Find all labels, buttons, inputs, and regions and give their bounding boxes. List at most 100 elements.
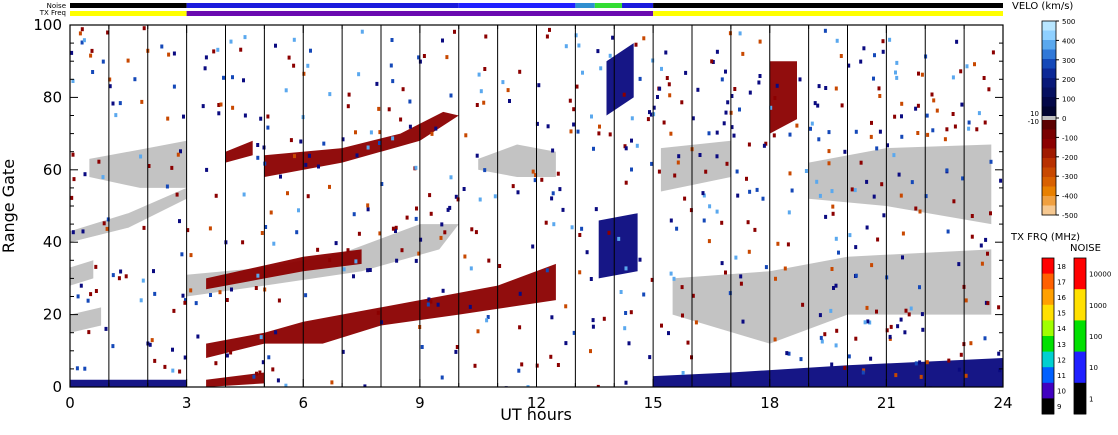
scatter-echo-cell xyxy=(378,130,382,135)
scatter-echo-cell xyxy=(945,127,949,132)
velo-tick-label: 400 xyxy=(1062,37,1075,45)
scatter-echo-cell xyxy=(943,137,947,142)
scatter-echo-cell xyxy=(577,43,581,48)
velo-color-swatch xyxy=(1042,30,1056,41)
velo-color-swatch xyxy=(1042,186,1056,197)
scatter-echo-cell xyxy=(189,253,193,258)
scatter-echo-cell xyxy=(436,302,440,307)
scatter-echo-cell xyxy=(979,243,983,248)
scatter-echo-cell xyxy=(983,120,987,125)
scatter-echo-cell xyxy=(656,95,659,99)
scatter-echo-cell xyxy=(955,39,959,44)
scatter-echo-cell xyxy=(176,152,180,157)
scatter-echo-cell xyxy=(594,207,598,212)
scatter-echo-cell xyxy=(691,116,695,121)
scatter-echo-cell xyxy=(561,207,565,212)
scatter-echo-cell xyxy=(596,384,600,387)
scatter-echo-cell xyxy=(76,294,80,299)
scatter-echo-cell xyxy=(231,75,234,80)
scatter-echo-cell xyxy=(454,194,458,199)
scatter-echo-cell xyxy=(186,228,190,233)
scatter-echo-cell xyxy=(498,264,502,268)
scatter-echo-cell xyxy=(483,67,487,71)
scatter-echo-cell xyxy=(824,86,828,90)
scatter-echo-cell xyxy=(757,80,761,85)
scatter-echo-cell xyxy=(873,53,876,58)
scatter-echo-cell xyxy=(847,63,851,68)
scatter-echo-cell xyxy=(967,120,971,125)
scatter-echo-cell xyxy=(997,305,1001,310)
scatter-echo-cell xyxy=(82,38,86,43)
scatter-echo-cell xyxy=(787,210,791,215)
noise-colorbar-frame xyxy=(1073,257,1087,415)
scatter-echo-cell xyxy=(585,250,589,255)
scatter-echo-cell xyxy=(900,114,903,119)
scatter-echo-cell xyxy=(896,324,900,329)
scatter-echo-cell xyxy=(258,370,262,375)
scatter-echo-cell xyxy=(441,288,445,293)
scatter-echo-cell xyxy=(894,373,898,378)
scatter-echo-cell xyxy=(482,100,486,105)
txfreq-colorbar-swatches: 18 17 16 15 14 13 12 11 10 9 xyxy=(1041,257,1066,415)
scatter-echo-cell xyxy=(920,72,924,77)
scatter-echo-cell xyxy=(773,96,777,100)
echo-region-iono xyxy=(206,372,265,387)
scatter-echo-cell xyxy=(755,187,759,192)
scatter-echo-cell xyxy=(634,42,638,47)
scatter-echo-cell xyxy=(556,171,560,176)
scatter-echo-cell xyxy=(869,134,873,139)
scatter-echo-cell xyxy=(204,55,208,60)
txfreq-tick-label: 15 xyxy=(1057,310,1066,318)
scatter-echo-cell xyxy=(545,34,549,39)
scatter-echo-cell xyxy=(394,229,397,233)
scatter-echo-cell xyxy=(111,344,115,349)
scatter-echo-cell xyxy=(531,169,535,174)
scatter-echo-cell xyxy=(347,92,351,97)
scatter-echo-cell xyxy=(342,267,346,272)
scatter-echo-cell xyxy=(214,193,218,198)
scatter-echo-cell xyxy=(592,146,595,151)
scatter-echo-cell xyxy=(975,127,979,132)
scatter-echo-cell xyxy=(474,230,478,235)
echo-region-ground xyxy=(660,140,731,192)
velo-ground-swatch xyxy=(1042,116,1056,120)
scatter-echo-cell xyxy=(924,194,928,199)
scatter-echo-cell xyxy=(150,338,154,343)
scatter-echo-cell xyxy=(165,184,169,189)
scatter-echo-cell xyxy=(739,281,743,286)
scatter-echo-cell xyxy=(171,368,175,373)
scatter-echo-cell xyxy=(951,75,955,80)
scatter-echo-cell xyxy=(715,154,719,159)
scatter-echo-cell xyxy=(611,35,615,40)
scatter-echo-cell xyxy=(926,132,930,137)
scatter-echo-cell xyxy=(865,225,869,230)
scatter-echo-cell xyxy=(485,318,489,323)
scatter-echo-cell xyxy=(629,310,633,315)
scan-marker-lines xyxy=(108,25,965,387)
y-tick-label: 40 xyxy=(43,233,62,251)
scatter-echo-cell xyxy=(295,230,299,235)
scatter-echo-cell xyxy=(464,133,468,138)
scatter-echo-cell xyxy=(576,129,580,134)
velocity-colorbar: VELO (km/s) 500 400 300 200 100 0 -100 -200 -300… xyxy=(1012,1,1078,220)
scatter-echo-cell xyxy=(758,74,762,78)
scatter-echo-cell xyxy=(827,161,831,166)
y-axis: 0 20 40 60 80 100 xyxy=(33,16,1003,396)
txfreq-strip xyxy=(70,11,1003,16)
scatter-echo-cell xyxy=(94,289,98,293)
echo-region-ground xyxy=(808,144,992,225)
scatter-echo-cell xyxy=(733,87,737,91)
scatter-echo-cell xyxy=(360,29,364,34)
scatter-echo-cell xyxy=(97,159,101,164)
x-tick-label: 24 xyxy=(993,394,1012,412)
scatter-echo-cell xyxy=(534,173,538,178)
scatter-echo-cell xyxy=(487,258,491,263)
scatter-echo-cell xyxy=(369,130,373,135)
noise-tick-label: 1000 xyxy=(1089,302,1107,310)
scatter-echo-cell xyxy=(736,193,740,198)
scatter-echo-cell xyxy=(931,128,935,133)
scatter-echo-cell xyxy=(662,120,666,125)
scatter-echo-cell xyxy=(877,86,881,91)
scatter-echo-cell xyxy=(660,323,663,328)
scatter-echo-cell xyxy=(533,178,537,183)
